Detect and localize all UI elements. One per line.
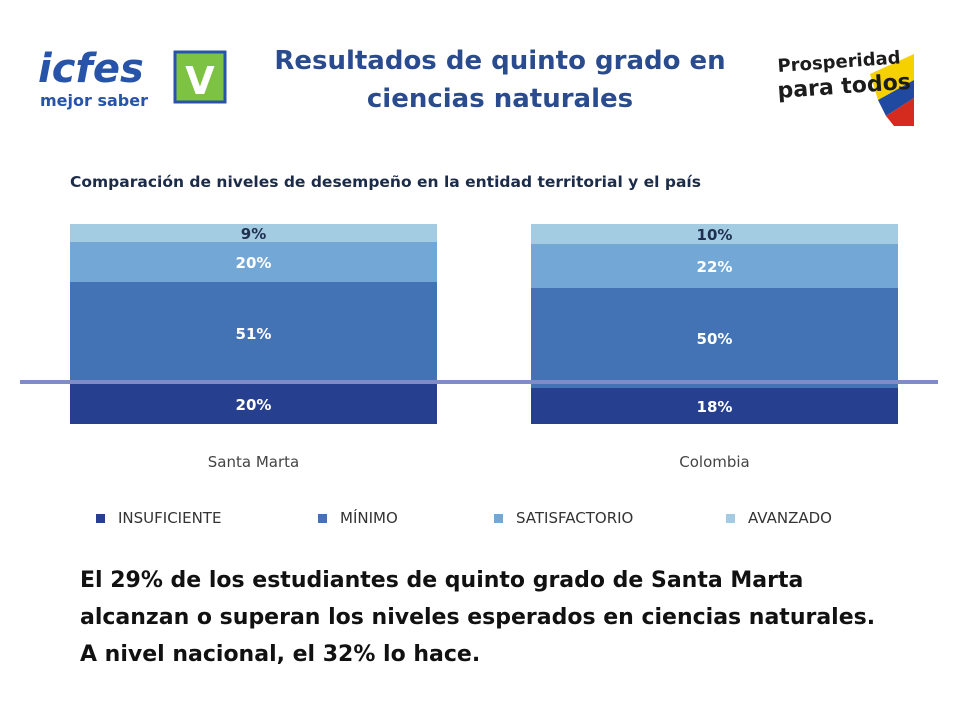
icfes-logo-tagline: mejor saber bbox=[40, 91, 148, 110]
stacked-bar-chart: 20% 51% 20% 9% Santa Marta 18% 50% 22% 10% Colomb… bbox=[20, 224, 938, 471]
data-label-colombia-insuficiente: 18% bbox=[697, 398, 733, 416]
page-title-line-1: Resultados de quinto grado en bbox=[274, 46, 726, 76]
legend-swatch bbox=[318, 513, 327, 523]
bar-segment-colombia-satisfactorio bbox=[531, 244, 898, 288]
page-title-line-2: ciencias naturales bbox=[366, 84, 634, 114]
data-label-santa-marta-insuficiente: 20% bbox=[236, 396, 272, 414]
data-label-santa-marta-satisfactorio: 20% bbox=[236, 254, 272, 272]
data-label-colombia-avanzado: 10% bbox=[697, 226, 733, 244]
bar-segment-colombia-avanzado bbox=[531, 224, 898, 244]
legend-label: SATISFACTORIO bbox=[516, 509, 634, 527]
bar-segment-santa-marta-avanzado bbox=[70, 224, 437, 242]
legend-swatch bbox=[96, 513, 105, 523]
prosperidad-logo: Prosperidad para todos bbox=[774, 40, 914, 126]
conclusion-line-2: alcanzan o superan los niveles esperados… bbox=[80, 605, 876, 630]
legend-item-minimo: MÍNIMO bbox=[318, 509, 398, 527]
conclusion-line-3: A nivel nacional, el 32% lo hace. bbox=[80, 642, 481, 667]
data-label-santa-marta-avanzado: 9% bbox=[241, 225, 266, 243]
category-label-colombia: Colombia bbox=[679, 453, 750, 471]
legend-label: INSUFICIENTE bbox=[118, 509, 222, 527]
chart-legend: INSUFICIENTE MÍNIMO SATISFACTORIO AVANZADO bbox=[96, 509, 896, 533]
data-label-santa-marta-minimo: 51% bbox=[236, 325, 272, 343]
legend-item-satisfactorio: SATISFACTORIO bbox=[494, 509, 633, 527]
legend-label: MÍNIMO bbox=[340, 509, 398, 527]
icfes-logo: icfes mejor saber V bbox=[38, 44, 234, 116]
bar-segment-santa-marta-minimo bbox=[70, 282, 437, 384]
icfes-logo-mark: V bbox=[185, 59, 215, 103]
legend-swatch bbox=[494, 513, 503, 523]
bar-segment-colombia-minimo bbox=[531, 288, 898, 388]
legend-item-avanzado: AVANZADO bbox=[726, 509, 832, 527]
bar-segment-colombia-insuficiente bbox=[531, 388, 898, 424]
conclusion-text: El 29% de los estudiantes de quinto grad… bbox=[80, 562, 940, 673]
icfes-logo-word: icfes bbox=[38, 46, 144, 92]
category-label-santa-marta: Santa Marta bbox=[208, 453, 299, 471]
legend-label: AVANZADO bbox=[748, 509, 832, 527]
bar-segment-santa-marta-satisfactorio bbox=[70, 242, 437, 282]
page-title: Resultados de quinto grado en ciencias n… bbox=[250, 42, 750, 118]
bar-segment-santa-marta-insuficiente bbox=[70, 384, 437, 424]
legend-item-insuficiente: INSUFICIENTE bbox=[96, 509, 221, 527]
chart-title: Comparación de niveles de desempeño en l… bbox=[70, 173, 701, 191]
conclusion-line-1: El 29% de los estudiantes de quinto grad… bbox=[80, 568, 804, 593]
legend-swatch bbox=[726, 513, 735, 523]
data-label-colombia-minimo: 50% bbox=[697, 330, 733, 348]
data-label-colombia-satisfactorio: 22% bbox=[697, 258, 733, 276]
